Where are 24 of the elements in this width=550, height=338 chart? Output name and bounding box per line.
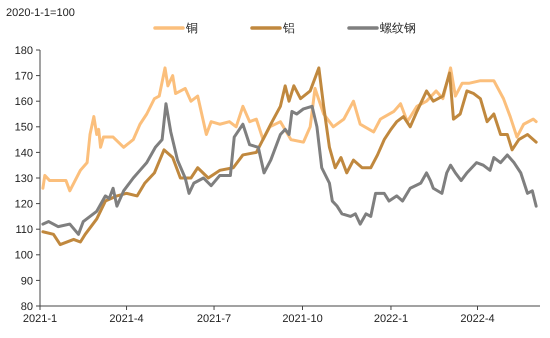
y-tick-label: 100	[14, 250, 33, 262]
y-tick-label: 90	[20, 275, 33, 288]
x-tick-label: 2021-7	[196, 313, 232, 325]
y-axis-title: 2020-1-1=100	[6, 7, 75, 19]
y-tick-label: 80	[20, 300, 33, 313]
y-tick-label: 170	[14, 70, 33, 82]
y-tick-label: 120	[14, 198, 33, 210]
x-tick-label: 2021-4	[109, 313, 144, 325]
y-tick-label: 130	[14, 172, 33, 185]
line-series	[41, 66, 538, 192]
x-tick-label: 2021-1	[22, 313, 58, 325]
y-tick-label: 180	[14, 44, 33, 57]
x-tick-label: 2021-10	[282, 313, 323, 325]
line-series	[41, 66, 538, 246]
legend-label: 螺纹钢	[380, 21, 416, 36]
legend-label: 铝	[282, 21, 295, 36]
y-tick-label: 110	[15, 224, 33, 236]
y-tick-label: 140	[14, 147, 33, 160]
x-tick-label: 2022-1	[374, 313, 408, 325]
legend-label: 铜	[185, 21, 198, 36]
line-series	[41, 102, 538, 236]
x-tick-label: 2022-4	[460, 313, 495, 325]
y-tick-label: 150	[14, 122, 33, 134]
y-tick-label: 160	[14, 96, 33, 108]
